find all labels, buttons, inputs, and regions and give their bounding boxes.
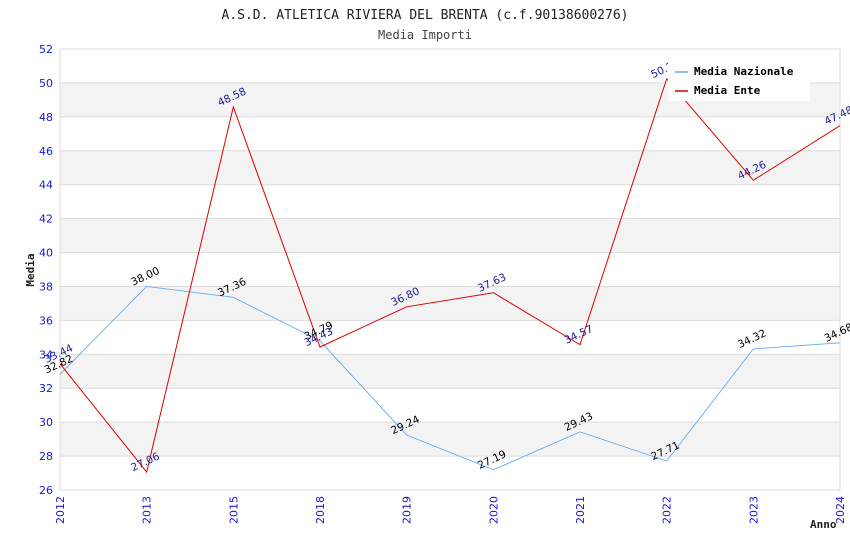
- y-tick-label: 44: [39, 179, 53, 192]
- grid-band: [60, 286, 840, 321]
- x-tick-label: 2021: [574, 496, 587, 524]
- series-line-media-nazionale: [59, 285, 841, 471]
- y-tick-label: 38: [39, 280, 53, 293]
- series-lines: [59, 77, 841, 474]
- x-tick-label: 2012: [54, 496, 67, 524]
- data-label: 34.68: [823, 321, 850, 345]
- x-tick-label: 2015: [227, 496, 240, 524]
- y-tick-label: 26: [39, 484, 53, 497]
- chart-title: A.S.D. ATLETICA RIVIERA DEL BRENTA (c.f.…: [222, 8, 629, 23]
- data-label: 34.57: [563, 323, 595, 347]
- legend-label-media-nazionale: Media Nazionale: [694, 65, 794, 78]
- data-label: 34.32: [736, 327, 768, 351]
- y-axis-label: Media: [24, 253, 37, 286]
- y-tick-label: 40: [39, 247, 53, 260]
- x-tick-label: 2019: [401, 496, 414, 524]
- legend-box: [668, 58, 810, 101]
- y-tick-label: 28: [39, 450, 53, 463]
- x-axis-label: Anno: [810, 518, 837, 531]
- x-tick-label: 2024: [834, 496, 847, 524]
- y-tick-label: 42: [39, 213, 53, 226]
- y-tick-label: 46: [39, 145, 53, 158]
- grid-band: [60, 150, 840, 185]
- legend-label-media-ente: Media Ente: [694, 84, 761, 97]
- x-tick-label: 2018: [314, 496, 327, 524]
- y-tick-label: 48: [39, 111, 53, 124]
- y-tick-label: 36: [39, 314, 53, 327]
- y-tick-label: 34: [39, 348, 53, 361]
- grid-bands: [60, 82, 840, 457]
- plot-border: [59, 48, 841, 491]
- x-tick-label: 2020: [487, 496, 500, 524]
- series-line-media-ente: [59, 77, 841, 474]
- legend: Media Nazionale Media Ente: [668, 58, 810, 101]
- x-tick-label: 2022: [661, 496, 674, 524]
- grid-band: [60, 354, 840, 389]
- grid-band: [60, 422, 840, 457]
- y-tick-label: 32: [39, 382, 53, 395]
- y-tick-labels: 26 28 30 32 34 36 38 40 42 44 46 48 50 52: [39, 43, 53, 497]
- y-tick-label: 52: [39, 43, 53, 56]
- y-tick-label: 30: [39, 416, 53, 429]
- y-tick-label: 50: [39, 77, 53, 90]
- x-tick-label: 2023: [747, 496, 760, 524]
- chart-subtitle: Media Importi: [378, 28, 472, 42]
- data-label: 38.00: [129, 265, 161, 289]
- x-tick-labels: 2012 2013 2015 2018 2019 2020 2021 2022 2023 2024: [54, 496, 847, 524]
- x-tick-label: 2013: [141, 496, 154, 524]
- grid-band: [60, 218, 840, 253]
